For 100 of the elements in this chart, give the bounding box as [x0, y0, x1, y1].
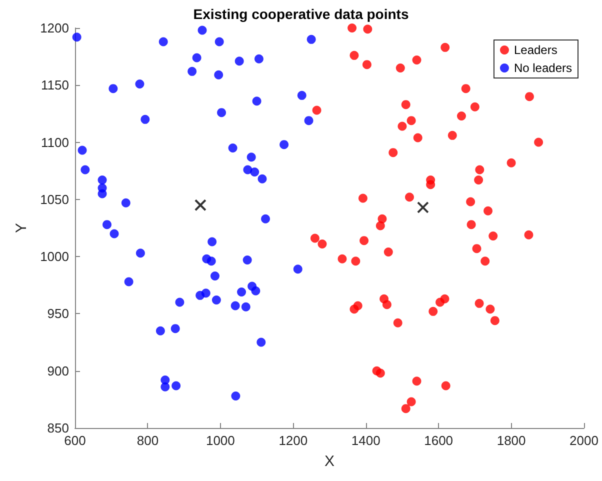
- point: [412, 376, 422, 386]
- point: [242, 256, 252, 264]
- point: [474, 298, 484, 308]
- point: [135, 80, 144, 88]
- point: [192, 53, 202, 62]
- point: [474, 176, 484, 184]
- point: [110, 229, 119, 238]
- y-tick-label: 1000: [40, 249, 69, 264]
- y-tick-label: 950: [47, 306, 69, 322]
- point: [98, 176, 107, 184]
- point: [486, 304, 495, 314]
- point: [488, 232, 498, 240]
- point: [228, 144, 238, 152]
- point: [412, 56, 422, 64]
- y-tick-label: 1100: [41, 134, 69, 150]
- point: [293, 264, 302, 274]
- point: [246, 152, 256, 162]
- point: [212, 296, 221, 304]
- point: [363, 24, 372, 34]
- point: [194, 199, 206, 212]
- point: [214, 37, 224, 46]
- point: [396, 64, 405, 72]
- point: [188, 66, 197, 76]
- point: [406, 397, 416, 406]
- point: [256, 338, 266, 347]
- point: [237, 288, 246, 296]
- point: [217, 108, 226, 118]
- y-tick-label: 1200: [40, 20, 69, 36]
- x-tick-label: 1600: [424, 433, 454, 448]
- point: [158, 37, 168, 46]
- point: [475, 165, 484, 174]
- legend-label: Leaders: [514, 43, 558, 57]
- point: [121, 198, 130, 208]
- point: [304, 116, 314, 126]
- point: [251, 286, 260, 296]
- point: [461, 84, 470, 94]
- point: [413, 133, 422, 142]
- point: [170, 324, 180, 334]
- point: [108, 84, 118, 94]
- point: [280, 140, 289, 150]
- point: [484, 206, 493, 216]
- point: [230, 301, 240, 310]
- point: [426, 180, 436, 190]
- x-tick-label: 1400: [351, 433, 380, 448]
- point: [261, 214, 270, 224]
- point: [312, 106, 322, 115]
- point: [382, 300, 392, 310]
- point: [448, 130, 457, 140]
- point: [297, 90, 306, 100]
- x-tick-label: 2000: [570, 433, 598, 448]
- x-tick-label: 1800: [496, 433, 526, 448]
- point: [472, 244, 482, 254]
- point: [234, 56, 244, 66]
- point: [102, 220, 112, 230]
- point: [490, 316, 500, 326]
- x-tick-label: 600: [64, 433, 86, 448]
- point: [350, 50, 359, 60]
- point: [136, 248, 145, 258]
- point: [466, 197, 476, 206]
- point: [456, 112, 466, 120]
- point: [378, 214, 387, 224]
- point: [258, 174, 267, 184]
- point: [124, 277, 134, 286]
- point: [388, 148, 398, 158]
- point: [398, 122, 407, 131]
- point: [252, 96, 262, 106]
- point: [338, 254, 347, 264]
- point: [376, 368, 385, 378]
- point: [175, 298, 184, 307]
- y-tick-label: 1050: [40, 192, 69, 207]
- point: [534, 138, 544, 147]
- point: [440, 294, 450, 304]
- point: [401, 100, 410, 110]
- y-tick-label: 900: [47, 363, 69, 378]
- x-axis-title: X: [324, 453, 335, 470]
- point: [241, 302, 250, 312]
- point: [198, 26, 207, 35]
- point: [72, 32, 82, 42]
- chart-title: Existing cooperative data points: [193, 6, 409, 22]
- point: [362, 60, 372, 70]
- point: [393, 318, 402, 328]
- point: [401, 404, 410, 414]
- point: [318, 240, 327, 248]
- point: [210, 272, 220, 280]
- x-tick-label: 1000: [206, 433, 235, 448]
- point: [140, 114, 150, 124]
- point: [406, 116, 416, 126]
- point: [351, 256, 360, 266]
- point: [358, 194, 368, 203]
- point: [416, 201, 429, 214]
- point: [201, 288, 210, 298]
- point: [98, 189, 107, 198]
- point: [506, 158, 516, 168]
- point: [172, 381, 181, 390]
- point: [214, 70, 224, 80]
- point: [208, 237, 217, 246]
- point: [428, 306, 438, 316]
- point: [254, 54, 264, 64]
- point: [206, 256, 216, 266]
- point: [160, 382, 170, 392]
